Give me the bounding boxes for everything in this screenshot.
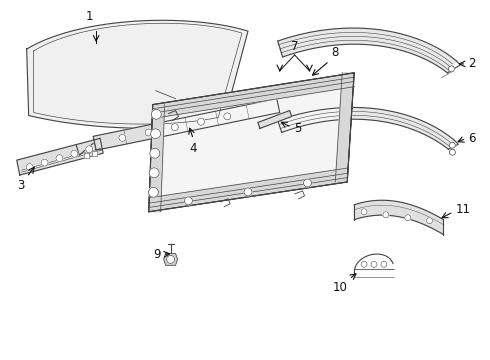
Text: 1: 1 — [85, 10, 93, 23]
Polygon shape — [278, 107, 454, 149]
Text: 9: 9 — [153, 248, 161, 261]
Circle shape — [449, 142, 455, 148]
Polygon shape — [335, 73, 354, 182]
Circle shape — [150, 148, 160, 158]
Circle shape — [26, 164, 33, 171]
Circle shape — [361, 209, 367, 215]
Circle shape — [119, 134, 126, 141]
Bar — [92, 151, 97, 156]
Polygon shape — [17, 138, 103, 175]
Bar — [84, 153, 89, 158]
Circle shape — [86, 146, 93, 153]
Circle shape — [145, 129, 152, 136]
Text: 11: 11 — [455, 203, 470, 216]
Circle shape — [149, 168, 159, 178]
Text: 3: 3 — [17, 179, 24, 192]
Polygon shape — [149, 168, 347, 212]
Polygon shape — [354, 200, 443, 235]
Circle shape — [381, 261, 387, 267]
Bar — [92, 151, 97, 156]
Circle shape — [361, 261, 367, 267]
Circle shape — [167, 255, 174, 264]
Text: 2: 2 — [468, 57, 476, 71]
Polygon shape — [258, 111, 292, 129]
Polygon shape — [153, 73, 354, 118]
Text: 6: 6 — [468, 132, 476, 145]
Circle shape — [172, 123, 178, 131]
Bar — [84, 153, 89, 158]
Circle shape — [184, 197, 193, 205]
Circle shape — [244, 188, 252, 196]
Circle shape — [150, 129, 161, 139]
Text: 8: 8 — [331, 46, 339, 59]
Circle shape — [405, 215, 411, 221]
Text: 10: 10 — [332, 281, 347, 294]
Polygon shape — [164, 253, 177, 265]
Circle shape — [224, 113, 231, 120]
Circle shape — [371, 261, 377, 267]
Circle shape — [151, 109, 161, 119]
Circle shape — [449, 149, 455, 155]
Polygon shape — [149, 105, 165, 212]
Circle shape — [56, 155, 63, 162]
Circle shape — [303, 179, 312, 187]
Circle shape — [148, 187, 158, 197]
Circle shape — [448, 66, 454, 72]
Polygon shape — [26, 20, 248, 128]
Polygon shape — [278, 28, 456, 73]
Text: 4: 4 — [190, 142, 197, 155]
Circle shape — [41, 159, 48, 166]
Circle shape — [71, 150, 78, 157]
Text: 7: 7 — [291, 40, 298, 53]
Polygon shape — [149, 73, 354, 212]
Circle shape — [427, 218, 433, 224]
Circle shape — [383, 212, 389, 218]
Text: 5: 5 — [294, 122, 302, 135]
Circle shape — [197, 118, 204, 125]
Polygon shape — [93, 99, 280, 150]
